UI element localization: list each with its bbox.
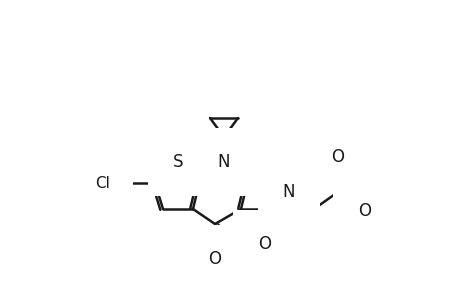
Text: S: S	[173, 153, 183, 171]
Text: O: O	[331, 148, 344, 166]
Text: O: O	[258, 235, 271, 253]
Text: N: N	[282, 183, 295, 201]
Text: O: O	[208, 250, 221, 268]
Text: Cl: Cl	[95, 176, 110, 190]
Text: N: N	[217, 153, 230, 171]
Text: O: O	[358, 202, 371, 220]
